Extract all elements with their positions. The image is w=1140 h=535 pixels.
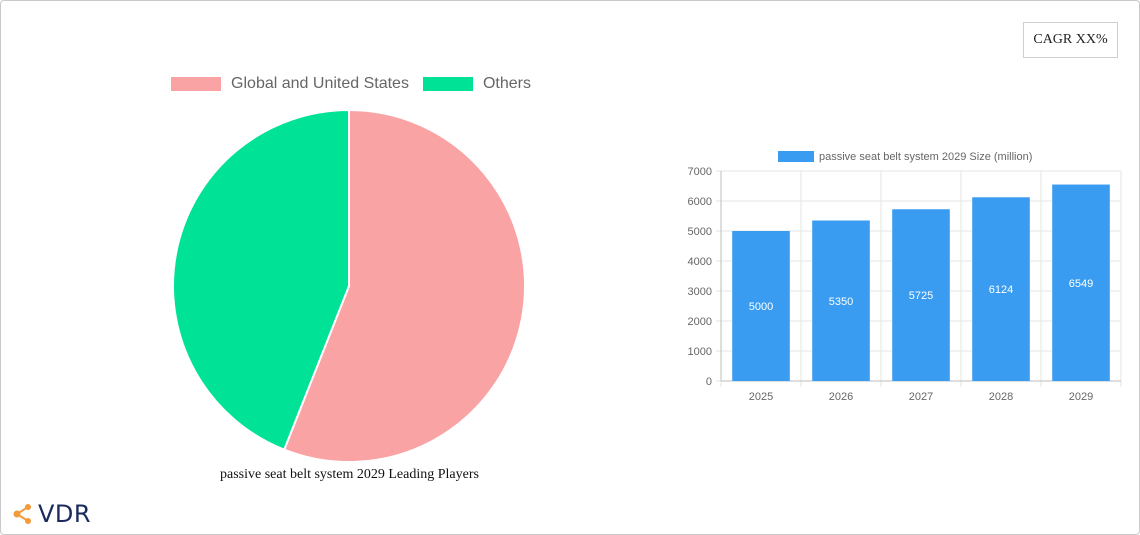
logo-network-icon (13, 504, 31, 524)
bar-value-label: 5000 (749, 301, 773, 313)
bar[interactable] (732, 231, 790, 381)
legend-swatch (422, 77, 473, 91)
x-tick-label: 2025 (749, 391, 773, 403)
x-tick-label: 2028 (989, 391, 1013, 403)
bar-value-label: 5350 (829, 296, 853, 308)
y-tick-label: 4000 (688, 256, 712, 268)
bar[interactable] (972, 197, 1030, 381)
bar-chart: passive seat belt system 2029 Size (mill… (688, 151, 1122, 403)
y-tick-label: 6000 (688, 196, 712, 208)
pie-legend: Global and United States Others (1, 75, 701, 93)
bar[interactable] (812, 220, 870, 382)
legend-label: Others (482, 75, 531, 92)
bar[interactable] (1052, 184, 1110, 381)
pie-slice-0[interactable] (282, 108, 526, 463)
y-tick-label: 3000 (688, 286, 712, 298)
x-tick-label: 2026 (829, 391, 853, 403)
bar-legend-label: passive seat belt system 2029 Size (mill… (819, 151, 1032, 163)
pie-slice-1[interactable] (172, 108, 350, 451)
bar-legend[interactable]: passive seat belt system 2029 Size (mill… (778, 151, 1032, 163)
y-tick-label: 1000 (688, 346, 712, 358)
legend-label: Global and United States (231, 75, 409, 92)
x-tick-label: 2029 (1069, 391, 1093, 403)
vdr-logo: VDR (11, 499, 91, 529)
y-tick-label: 2000 (688, 316, 712, 328)
x-tick-label: 2027 (909, 391, 933, 403)
pie-chart-title: passive seat belt system 2029 Leading Pl… (220, 467, 479, 482)
logo-text: VDR (38, 500, 92, 528)
y-tick-label: 5000 (688, 226, 712, 238)
bar-value-label: 5725 (909, 290, 933, 302)
bar[interactable] (892, 209, 950, 381)
pie-legend-item[interactable]: Others (422, 75, 531, 93)
pie-legend-item[interactable]: Global and United States (171, 75, 409, 93)
pie-chart (172, 108, 526, 463)
y-tick-label: 7000 (688, 166, 712, 178)
bar-legend-swatch (778, 151, 814, 162)
legend-swatch (171, 77, 222, 91)
cagr-badge: CAGR XX% (1023, 22, 1118, 58)
bar-value-label: 6124 (989, 284, 1013, 296)
bar-value-label: 6549 (1069, 278, 1093, 290)
y-tick-label: 0 (706, 376, 712, 388)
